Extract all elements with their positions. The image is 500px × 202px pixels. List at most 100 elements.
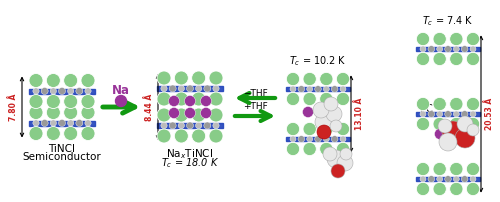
Circle shape [58,120,66,126]
Circle shape [340,86,346,92]
Circle shape [33,120,39,126]
Circle shape [428,176,434,182]
Circle shape [466,32,479,46]
Circle shape [306,136,312,142]
Circle shape [209,71,223,85]
Circle shape [420,176,426,182]
Circle shape [192,92,205,106]
Text: $T_c$ = 7.4 K: $T_c$ = 7.4 K [422,15,474,28]
Circle shape [324,136,330,142]
Circle shape [116,96,126,106]
Circle shape [317,125,331,139]
Bar [416,47,480,51]
Circle shape [323,147,337,161]
Circle shape [331,164,345,178]
Circle shape [420,111,426,117]
Circle shape [29,105,43,120]
Circle shape [462,46,468,52]
Circle shape [454,46,460,52]
Circle shape [462,176,468,182]
Circle shape [470,176,476,182]
Text: $T_c$ = 18.0 K: $T_c$ = 18.0 K [161,156,219,170]
Circle shape [336,122,349,136]
Circle shape [433,52,446,66]
Circle shape [302,106,314,118]
Circle shape [81,74,95,87]
Circle shape [320,92,333,106]
Circle shape [320,72,333,86]
Circle shape [46,126,60,141]
Circle shape [286,122,300,136]
Circle shape [326,106,342,122]
Circle shape [324,86,330,92]
Circle shape [416,97,430,111]
Circle shape [450,32,463,46]
Circle shape [76,87,83,95]
Text: PC: PC [420,104,432,114]
Circle shape [416,32,430,46]
Bar [157,123,223,128]
Text: +THF: +THF [242,102,268,111]
Circle shape [466,52,479,66]
Bar [416,112,480,116]
Circle shape [438,119,452,133]
Circle shape [186,122,194,129]
Circle shape [416,117,430,131]
Circle shape [174,92,188,106]
Text: TiNCl: TiNCl [48,144,76,155]
Circle shape [433,97,446,111]
Circle shape [157,71,171,85]
Circle shape [450,162,463,176]
Circle shape [41,120,48,126]
Circle shape [466,97,479,111]
Circle shape [76,120,83,126]
Circle shape [68,88,74,94]
Bar [157,86,223,91]
Text: 13.10 Å: 13.10 Å [355,98,364,130]
Circle shape [161,122,167,129]
Circle shape [196,85,202,92]
Circle shape [466,162,479,176]
Circle shape [444,46,452,52]
Circle shape [81,105,95,120]
Circle shape [178,85,184,92]
Circle shape [336,142,349,156]
Circle shape [64,74,78,87]
Circle shape [81,95,95,108]
Circle shape [46,105,60,120]
Circle shape [433,32,446,46]
Circle shape [416,52,430,66]
Circle shape [336,92,349,106]
Bar [286,137,350,141]
Circle shape [168,96,179,106]
Circle shape [314,86,322,92]
Circle shape [450,182,463,196]
Circle shape [416,162,430,176]
Circle shape [433,162,446,176]
Circle shape [29,74,43,87]
Circle shape [64,95,78,108]
Circle shape [33,88,39,94]
Circle shape [209,129,223,143]
Circle shape [303,142,316,156]
Circle shape [442,121,464,143]
Text: 7.80 Å: 7.80 Å [9,93,18,121]
Circle shape [174,108,188,122]
Circle shape [200,96,211,106]
Circle shape [196,122,202,129]
Circle shape [204,122,211,129]
Circle shape [450,52,463,66]
Circle shape [303,72,316,86]
Circle shape [213,85,219,92]
Circle shape [64,126,78,141]
Text: 8.44 Å: 8.44 Å [145,93,154,121]
Circle shape [467,124,479,136]
Circle shape [466,182,479,196]
Circle shape [178,122,184,129]
Circle shape [192,108,205,122]
Bar [29,121,95,125]
Circle shape [290,136,296,142]
Circle shape [433,182,446,196]
Circle shape [161,85,167,92]
Circle shape [204,85,211,92]
